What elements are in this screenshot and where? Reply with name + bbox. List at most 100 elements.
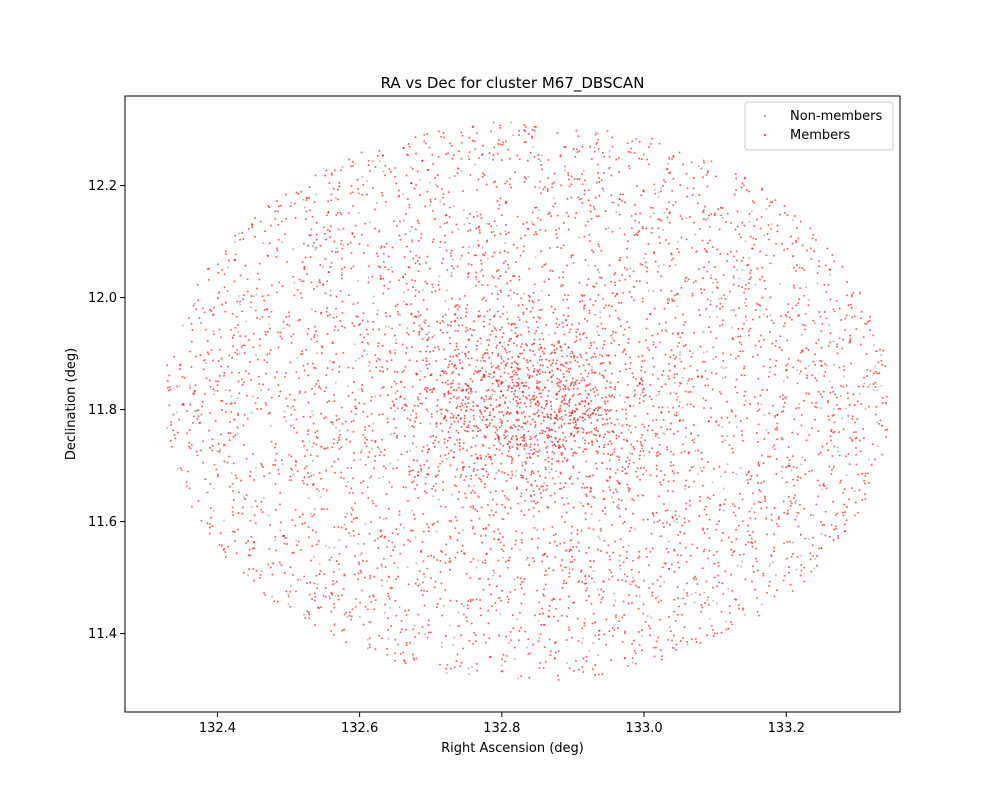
data-point-member	[728, 611, 731, 614]
data-point-member	[679, 184, 682, 187]
data-point-member	[643, 439, 646, 442]
data-point-member	[353, 325, 355, 327]
data-point-member	[753, 225, 756, 227]
data-point-non-member	[781, 476, 784, 479]
data-point-non-member	[796, 515, 798, 518]
data-point-member	[610, 659, 613, 662]
data-point-member	[555, 398, 558, 400]
data-point-member	[655, 475, 658, 478]
data-point-non-member	[712, 358, 715, 361]
data-point-non-member	[667, 162, 670, 165]
data-point-non-member	[721, 426, 724, 428]
data-point-member	[351, 191, 354, 194]
data-point-member	[580, 197, 583, 200]
data-point-member	[627, 165, 630, 167]
data-point-member	[865, 353, 868, 356]
data-point-member	[662, 522, 664, 525]
data-point-member	[592, 612, 595, 615]
data-point-non-member	[335, 426, 337, 429]
data-point-member	[623, 328, 626, 331]
data-point-non-member	[402, 192, 404, 195]
data-point-non-member	[409, 414, 412, 417]
data-point-member	[368, 532, 371, 535]
data-point-member	[644, 620, 647, 623]
data-point-member	[476, 510, 479, 513]
data-point-member	[677, 333, 680, 336]
data-point-member	[463, 414, 466, 417]
data-point-member	[368, 361, 371, 364]
data-point-member	[236, 412, 239, 415]
data-point-member	[598, 276, 601, 279]
data-point-member	[418, 263, 421, 266]
data-point-member	[881, 424, 884, 427]
data-point-non-member	[536, 529, 539, 532]
data-point-member	[551, 599, 553, 602]
data-point-member	[466, 620, 469, 623]
data-point-member	[494, 180, 497, 183]
data-point-member	[548, 609, 551, 612]
data-point-member	[816, 272, 819, 275]
data-point-member	[315, 330, 318, 333]
data-point-member	[313, 392, 316, 395]
data-point-member	[763, 338, 765, 341]
data-point-member	[407, 333, 410, 336]
data-point-member	[313, 582, 316, 585]
data-point-non-member	[364, 522, 367, 525]
data-point-member	[804, 367, 807, 370]
data-point-member	[242, 344, 245, 347]
data-point-member	[617, 156, 620, 159]
data-point-member	[585, 493, 588, 496]
data-point-member	[405, 303, 408, 306]
data-point-member	[660, 426, 663, 429]
data-point-member	[803, 269, 806, 272]
data-point-member	[333, 240, 336, 243]
data-point-member	[510, 470, 513, 473]
data-point-member	[520, 297, 523, 300]
data-point-member	[721, 440, 724, 443]
data-point-non-member	[629, 267, 632, 270]
data-point-non-member	[692, 465, 695, 468]
data-point-non-member	[346, 512, 349, 515]
data-point-member	[537, 370, 540, 373]
data-point-member	[454, 527, 457, 530]
data-point-non-member	[731, 326, 733, 329]
data-point-non-member	[512, 134, 515, 137]
data-point-member	[689, 504, 692, 507]
data-point-member	[664, 329, 667, 332]
data-point-member	[357, 187, 360, 190]
data-point-member	[418, 569, 421, 572]
data-point-member	[860, 402, 863, 405]
data-point-member	[698, 593, 701, 596]
data-point-member	[657, 454, 659, 457]
data-point-member	[550, 305, 553, 308]
data-point-member	[667, 375, 670, 378]
data-point-member	[663, 562, 666, 565]
data-point-member	[671, 298, 674, 301]
data-point-member	[510, 329, 513, 332]
data-point-non-member	[421, 288, 424, 291]
data-point-member	[394, 638, 397, 641]
data-point-member	[497, 277, 500, 280]
data-point-non-member	[563, 565, 566, 568]
data-point-member	[586, 284, 588, 286]
data-point-member	[206, 522, 209, 525]
data-point-member	[566, 298, 569, 301]
data-point-member	[686, 195, 689, 198]
data-point-member	[260, 408, 263, 411]
data-point-member	[541, 485, 544, 488]
data-point-member	[330, 610, 333, 613]
data-point-member	[533, 338, 536, 341]
data-point-member	[652, 512, 654, 515]
data-point-member	[346, 467, 349, 469]
data-point-member	[419, 550, 422, 553]
data-point-member	[426, 190, 429, 193]
data-point-member	[758, 316, 761, 319]
data-point-non-member	[673, 647, 676, 650]
data-point-member	[365, 328, 368, 331]
data-point-member	[360, 388, 363, 390]
data-point-member	[748, 213, 751, 215]
data-point-member	[721, 582, 724, 585]
data-point-member	[766, 533, 769, 536]
data-point-member	[677, 597, 680, 599]
data-point-member	[654, 192, 657, 195]
